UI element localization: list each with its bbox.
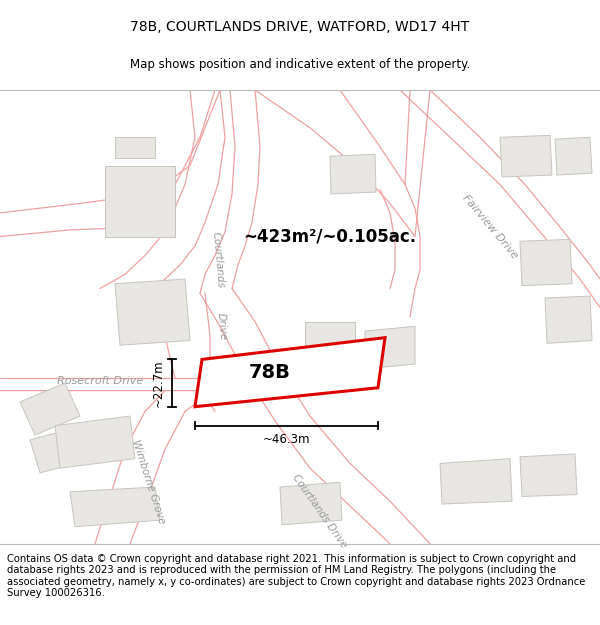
Polygon shape: [440, 459, 512, 504]
Polygon shape: [520, 239, 572, 286]
Text: 78B: 78B: [249, 363, 291, 382]
Text: ~423m²/~0.105ac.: ~423m²/~0.105ac.: [244, 228, 416, 246]
Text: Wimborne Grove: Wimborne Grove: [130, 439, 166, 526]
Polygon shape: [70, 487, 160, 527]
Polygon shape: [105, 166, 175, 236]
Polygon shape: [545, 296, 592, 343]
Text: Courtlands: Courtlands: [211, 232, 226, 289]
Polygon shape: [520, 454, 577, 496]
Polygon shape: [330, 154, 376, 194]
Text: Courtlands Drive: Courtlands Drive: [291, 472, 349, 549]
Text: Map shows position and indicative extent of the property.: Map shows position and indicative extent…: [130, 58, 470, 71]
Polygon shape: [115, 279, 190, 345]
Polygon shape: [555, 138, 592, 175]
Polygon shape: [195, 338, 385, 407]
Text: Fairview Drive: Fairview Drive: [460, 193, 520, 261]
Text: 78B, COURTLANDS DRIVE, WATFORD, WD17 4HT: 78B, COURTLANDS DRIVE, WATFORD, WD17 4HT: [130, 20, 470, 34]
Text: Drive: Drive: [216, 312, 228, 341]
Text: ~46.3m: ~46.3m: [263, 433, 310, 446]
Polygon shape: [55, 416, 135, 468]
Text: ~22.7m: ~22.7m: [152, 359, 165, 407]
Polygon shape: [280, 482, 342, 525]
Polygon shape: [500, 136, 552, 177]
Text: Contains OS data © Crown copyright and database right 2021. This information is : Contains OS data © Crown copyright and d…: [7, 554, 586, 598]
Polygon shape: [365, 326, 415, 369]
Polygon shape: [305, 322, 355, 364]
Polygon shape: [30, 426, 95, 473]
Polygon shape: [115, 138, 155, 158]
Polygon shape: [20, 383, 80, 435]
Text: Rosecroft Drive: Rosecroft Drive: [57, 376, 143, 386]
